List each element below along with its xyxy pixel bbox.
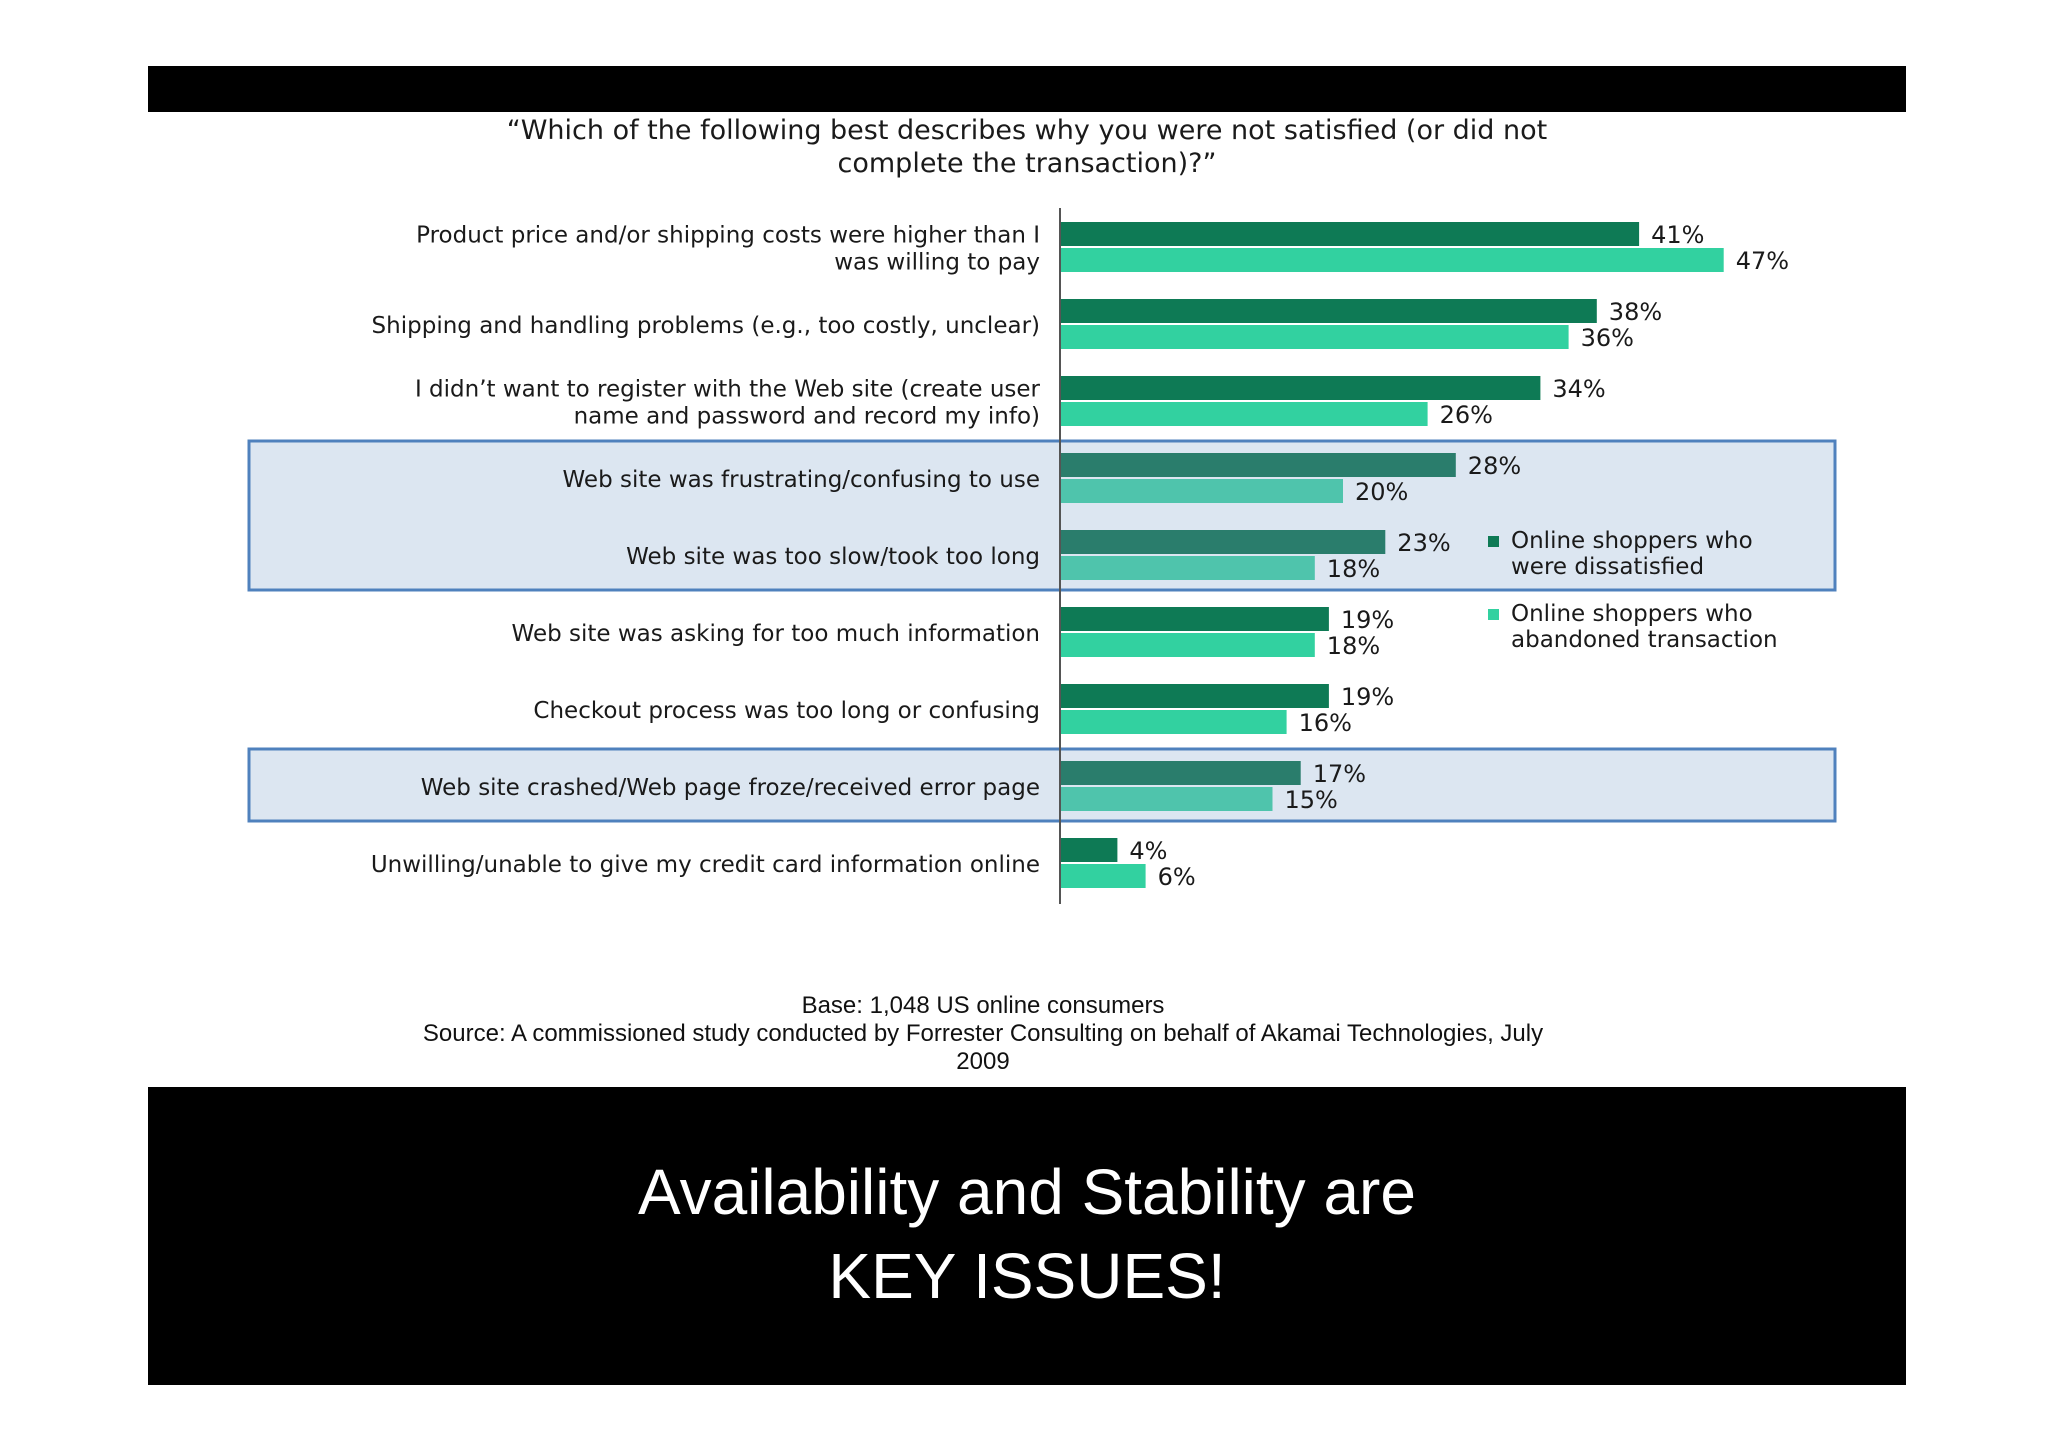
category-label-6: Web site was asking for too much informa… <box>512 621 1040 647</box>
chart-footer: Base: 1,048 US online consumers Source: … <box>148 992 1818 1076</box>
bar-abandoned-8 <box>1061 787 1273 811</box>
category-label-7: Checkout process was too long or confusi… <box>533 698 1040 724</box>
bar-abandoned-5 <box>1061 556 1315 580</box>
takeaway-line-2: KEY ISSUES! <box>828 1240 1226 1312</box>
base-note: Base: 1,048 US online consumers <box>801 992 1165 1019</box>
bar-abandoned-7 <box>1061 710 1287 734</box>
highlight-box-1 <box>247 439 1837 592</box>
takeaway-line-1: Availability and Stability are <box>638 1156 1416 1228</box>
data-label-dissatisfied-4: 28% <box>1468 452 1521 480</box>
data-label-abandoned-5: 18% <box>1327 555 1380 583</box>
highlight-box-2 <box>247 747 1837 823</box>
data-label-dissatisfied-8: 17% <box>1313 760 1366 788</box>
data-label-abandoned-1: 47% <box>1736 247 1789 275</box>
source-note-line-2: 2009 <box>956 1048 1010 1075</box>
legend-label-abandoned: Online shoppers who abandoned transaction <box>1511 601 1778 653</box>
category-label-5: Web site was too slow/took too long <box>626 544 1040 570</box>
category-label-9: Unwilling/unable to give my credit card … <box>371 852 1040 878</box>
category-label-8: Web site crashed/Web page froze/received… <box>421 775 1040 801</box>
data-label-abandoned-9: 6% <box>1158 863 1196 891</box>
data-label-dissatisfied-7: 19% <box>1341 683 1394 711</box>
chart-background <box>148 112 1906 1087</box>
legend-swatch-abandoned <box>1488 609 1499 620</box>
takeaway-message: Availability and Stability are KEY ISSUE… <box>148 1150 1906 1318</box>
data-label-abandoned-7: 16% <box>1299 709 1352 737</box>
legend-swatch-dissatisfied <box>1488 536 1499 547</box>
category-label-1: Product price and/or shipping costs were… <box>416 223 1040 276</box>
bar-dissatisfied-4 <box>1061 453 1456 477</box>
bar-abandoned-6 <box>1061 633 1315 657</box>
data-label-abandoned-4: 20% <box>1355 478 1408 506</box>
bar-abandoned-4 <box>1061 479 1343 503</box>
bar-dissatisfied-9 <box>1061 838 1118 862</box>
data-label-dissatisfied-3: 34% <box>1552 375 1605 403</box>
question-line-1: “Which of the following best describes w… <box>506 115 1548 146</box>
data-label-dissatisfied-2: 38% <box>1609 298 1662 326</box>
bar-abandoned-1 <box>1061 248 1724 272</box>
question-line-2: complete the transaction)?” <box>837 148 1217 179</box>
bar-dissatisfied-3 <box>1061 376 1541 400</box>
data-label-dissatisfied-1: 41% <box>1651 221 1704 249</box>
category-label-4: Web site was frustrating/confusing to us… <box>563 467 1040 493</box>
top-black-bar <box>148 66 1906 112</box>
category-label-3: I didn’t want to register with the Web s… <box>415 377 1041 430</box>
data-label-abandoned-2: 36% <box>1581 324 1634 352</box>
bar-abandoned-9 <box>1061 864 1146 888</box>
data-label-dissatisfied-6: 19% <box>1341 606 1394 634</box>
bottom-black-bar <box>148 1087 1906 1385</box>
bar-abandoned-2 <box>1061 325 1569 349</box>
bar-dissatisfied-5 <box>1061 530 1386 554</box>
source-note-line-1: Source: A commissioned study conducted b… <box>422 1020 1544 1047</box>
bar-dissatisfied-2 <box>1061 299 1597 323</box>
bar-dissatisfied-7 <box>1061 684 1329 708</box>
legend-label-dissatisfied: Online shoppers who were dissatisfied <box>1511 528 1753 580</box>
bar-abandoned-3 <box>1061 402 1428 426</box>
category-label-2: Shipping and handling problems (e.g., to… <box>372 313 1040 339</box>
data-label-dissatisfied-9: 4% <box>1129 837 1167 865</box>
data-label-dissatisfied-5: 23% <box>1397 529 1450 557</box>
bar-dissatisfied-6 <box>1061 607 1329 631</box>
data-label-abandoned-8: 15% <box>1285 786 1338 814</box>
bar-dissatisfied-8 <box>1061 761 1301 785</box>
chart-question: “Which of the following best describes w… <box>148 114 1906 180</box>
bar-dissatisfied-1 <box>1061 222 1640 246</box>
data-label-abandoned-3: 26% <box>1440 401 1493 429</box>
data-label-abandoned-6: 18% <box>1327 632 1380 660</box>
